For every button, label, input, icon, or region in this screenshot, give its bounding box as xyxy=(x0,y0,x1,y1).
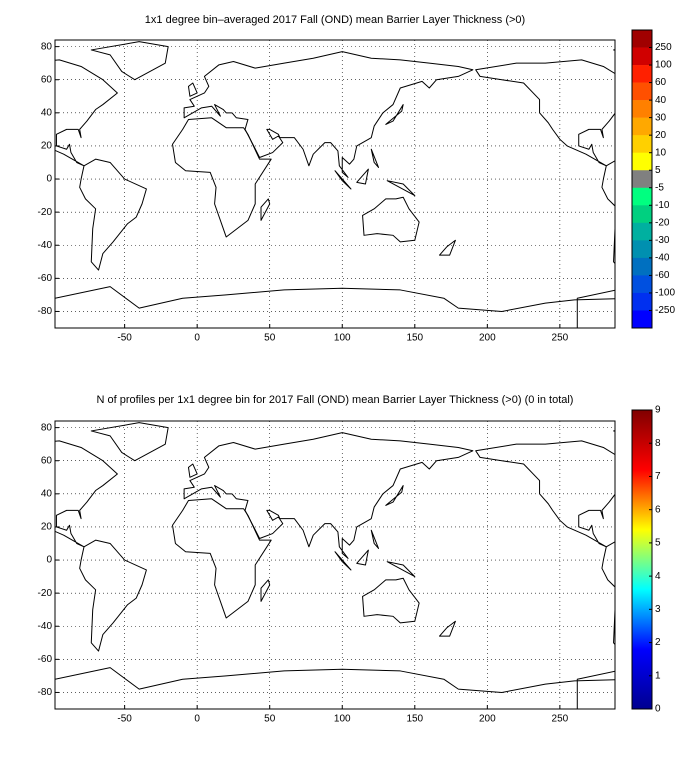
y-tick-label: 80 xyxy=(41,422,53,433)
colorbar-segment xyxy=(632,117,652,136)
colorbar-label: 5 xyxy=(655,165,661,176)
y-tick-label: -80 xyxy=(38,306,53,317)
colorbar-segment xyxy=(632,30,652,48)
coastline xyxy=(474,421,615,709)
x-tick-label: -50 xyxy=(117,333,132,344)
colorbar-label: 30 xyxy=(655,112,667,123)
x-tick-label: 200 xyxy=(479,333,496,344)
x-tick-label: 200 xyxy=(479,714,496,725)
y-tick-label: -80 xyxy=(38,687,53,698)
panel-title: 1x1 degree bin–averaged 2017 Fall (OND) … xyxy=(145,14,525,26)
colorbar-label: 10 xyxy=(655,147,667,158)
colorbar-frame xyxy=(631,29,653,329)
coastline xyxy=(55,40,615,328)
colorbar-label: 9 xyxy=(655,405,661,416)
map-frame xyxy=(54,39,616,329)
x-tick-label: 250 xyxy=(552,333,569,344)
colorbar-label: -250 xyxy=(655,305,675,316)
colorbar-segment xyxy=(632,257,652,276)
x-tick-label: 50 xyxy=(264,714,276,725)
colorbar-label: 40 xyxy=(655,95,667,106)
colorbar-label: 100 xyxy=(655,60,672,71)
y-tick-label: 80 xyxy=(41,41,53,52)
colorbar: 250 100 60 40 30 20 10 5 -5 -10 -20 -30 -40 -60 -100 -2… xyxy=(631,29,675,329)
y-tick-label: 60 xyxy=(41,74,53,85)
colorbar-label: 1 xyxy=(655,670,661,681)
y-tick-label: 20 xyxy=(41,522,53,533)
colorbar-label: -10 xyxy=(655,200,670,211)
colorbar-label: 7 xyxy=(655,471,661,482)
colorbar-label: 250 xyxy=(655,42,672,53)
colorbar-label: 8 xyxy=(655,438,661,449)
y-tick-label: 0 xyxy=(46,555,52,566)
y-tick-label: -40 xyxy=(38,621,53,632)
y-tick-label: -60 xyxy=(38,273,53,284)
y-tick-label: 40 xyxy=(41,107,53,118)
colorbar-segment xyxy=(632,222,652,241)
y-tick-label: 20 xyxy=(41,141,53,152)
coastlines xyxy=(55,421,615,709)
colorbar-label: 20 xyxy=(655,130,667,141)
colorbar-segment xyxy=(632,205,652,224)
x-tick-label: 50 xyxy=(264,333,276,344)
colorbar-label: -60 xyxy=(655,270,670,281)
x-tick-label: -50 xyxy=(117,714,132,725)
colorbar-label: 0 xyxy=(655,704,661,715)
x-tick-label: 250 xyxy=(552,714,569,725)
coastlines xyxy=(55,40,615,328)
colorbar-label: 3 xyxy=(655,604,661,615)
colorbar-label: 4 xyxy=(655,571,661,582)
x-tick-label: 100 xyxy=(334,714,351,725)
x-tick-label: 0 xyxy=(194,333,200,344)
map-panel: N of profiles per 1x1 degree bin for 201… xyxy=(38,394,661,725)
colorbar-segment xyxy=(632,170,652,189)
map-frame xyxy=(54,420,616,710)
colorbar-label: -100 xyxy=(655,288,675,299)
y-tick-label: 0 xyxy=(46,174,52,185)
colorbar: 0 1 2 3 4 5 6 7 8 9 xyxy=(631,405,661,715)
panel-title: N of profiles per 1x1 degree bin for 201… xyxy=(97,394,574,406)
colorbar-segment xyxy=(632,152,652,171)
y-tick-label: 60 xyxy=(41,455,53,466)
y-tick-label: -20 xyxy=(38,207,53,218)
colorbar-segment xyxy=(632,100,652,118)
colorbar-segment xyxy=(632,275,652,294)
colorbar-gradient xyxy=(632,410,652,709)
colorbar-label: 2 xyxy=(655,637,661,648)
colorbar-label: 60 xyxy=(655,77,667,88)
colorbar-label: -30 xyxy=(655,235,670,246)
colorbar-segment xyxy=(632,47,652,66)
colorbar-frame xyxy=(631,409,653,710)
colorbar-label: -5 xyxy=(655,182,664,193)
x-tick-label: 100 xyxy=(334,333,351,344)
y-tick-label: 40 xyxy=(41,488,53,499)
colorbar-segment xyxy=(632,292,652,311)
colorbar-segment xyxy=(632,135,652,154)
y-tick-label: -60 xyxy=(38,654,53,665)
x-tick-label: 150 xyxy=(406,333,423,344)
colorbar-segment xyxy=(632,187,652,206)
x-tick-label: 150 xyxy=(406,714,423,725)
colorbar-segment xyxy=(632,310,652,329)
colorbar-segment xyxy=(632,82,652,101)
colorbar-label: 6 xyxy=(655,504,661,515)
colorbar-label: -20 xyxy=(655,217,670,228)
colorbar-label: 5 xyxy=(655,538,661,549)
x-tick-label: 0 xyxy=(194,714,200,725)
map-panel: 1x1 degree bin–averaged 2017 Fall (OND) … xyxy=(38,14,676,344)
coastline xyxy=(55,421,615,709)
y-tick-label: -40 xyxy=(38,240,53,251)
colorbar-segment xyxy=(632,65,652,83)
colorbar-segment xyxy=(632,240,652,259)
colorbar-label: -40 xyxy=(655,253,670,264)
y-tick-label: -20 xyxy=(38,588,53,599)
